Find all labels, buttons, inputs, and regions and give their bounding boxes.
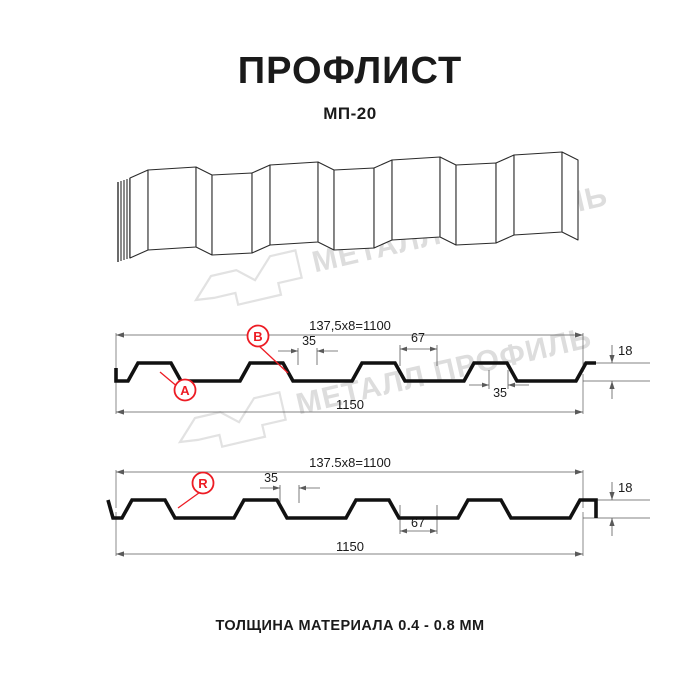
dimension-top-pitch-label: 137.5x8=1100 [309, 455, 391, 470]
dimension-pitch-left [278, 348, 338, 365]
footer-note: ТОЛЩИНА МАТЕРИАЛА 0.4 - 0.8 ММ [215, 618, 485, 634]
dimension-pitch-right [469, 370, 529, 389]
dimension-bottom-width-label: 1150 [336, 539, 364, 554]
marker-r-label: R [198, 476, 208, 491]
dimension-pitch-left [260, 485, 320, 503]
dimension-pitch-right-label: 35 [493, 386, 507, 400]
watermark-2: МЕТАЛЛ ПРОФИЛЬ [177, 321, 595, 448]
page-title: ПРОФЛИСТ [237, 50, 463, 92]
title-block: ПРОФЛИСТ МП-20 [0, 52, 700, 124]
marker-a: A [159, 371, 197, 402]
profile-bottom: 137.5x8=1100 1150 18 [106, 455, 650, 557]
dimension-bottom-width [116, 551, 583, 557]
marker-r: R [177, 471, 215, 509]
dimension-top-pitch [116, 469, 583, 475]
dimension-top-pitch [116, 332, 583, 338]
dimension-top-pitch-label: 137,5x8=1100 [309, 318, 391, 333]
isometric-sheet-view [117, 151, 579, 262]
profile-bottom-outline [106, 498, 598, 520]
dimension-height [609, 482, 615, 536]
dimension-rib-width [399, 345, 438, 366]
marker-b-label: B [253, 329, 262, 344]
watermark-logo-icon [193, 249, 304, 306]
dimension-height-label: 18 [618, 343, 632, 358]
dimension-rib-width-label: 67 [411, 331, 425, 345]
dimension-pitch-left-label: 35 [264, 471, 278, 485]
dimension-bottom-width-label: 1150 [336, 397, 364, 412]
marker-a-label: A [180, 383, 190, 398]
isometric-rib-group [129, 151, 579, 259]
dimension-bottom-width [116, 409, 583, 415]
watermark-logo-icon [177, 391, 288, 448]
page-subtitle: МП-20 [323, 104, 377, 123]
marker-b: B [246, 324, 289, 374]
dimension-pitch-left-label: 35 [302, 334, 316, 348]
profile-top: 137,5x8=1100 1150 18 [114, 318, 650, 415]
profile-top-outline [114, 361, 596, 383]
dimension-height [609, 345, 615, 399]
dimension-height-label: 18 [618, 480, 632, 495]
